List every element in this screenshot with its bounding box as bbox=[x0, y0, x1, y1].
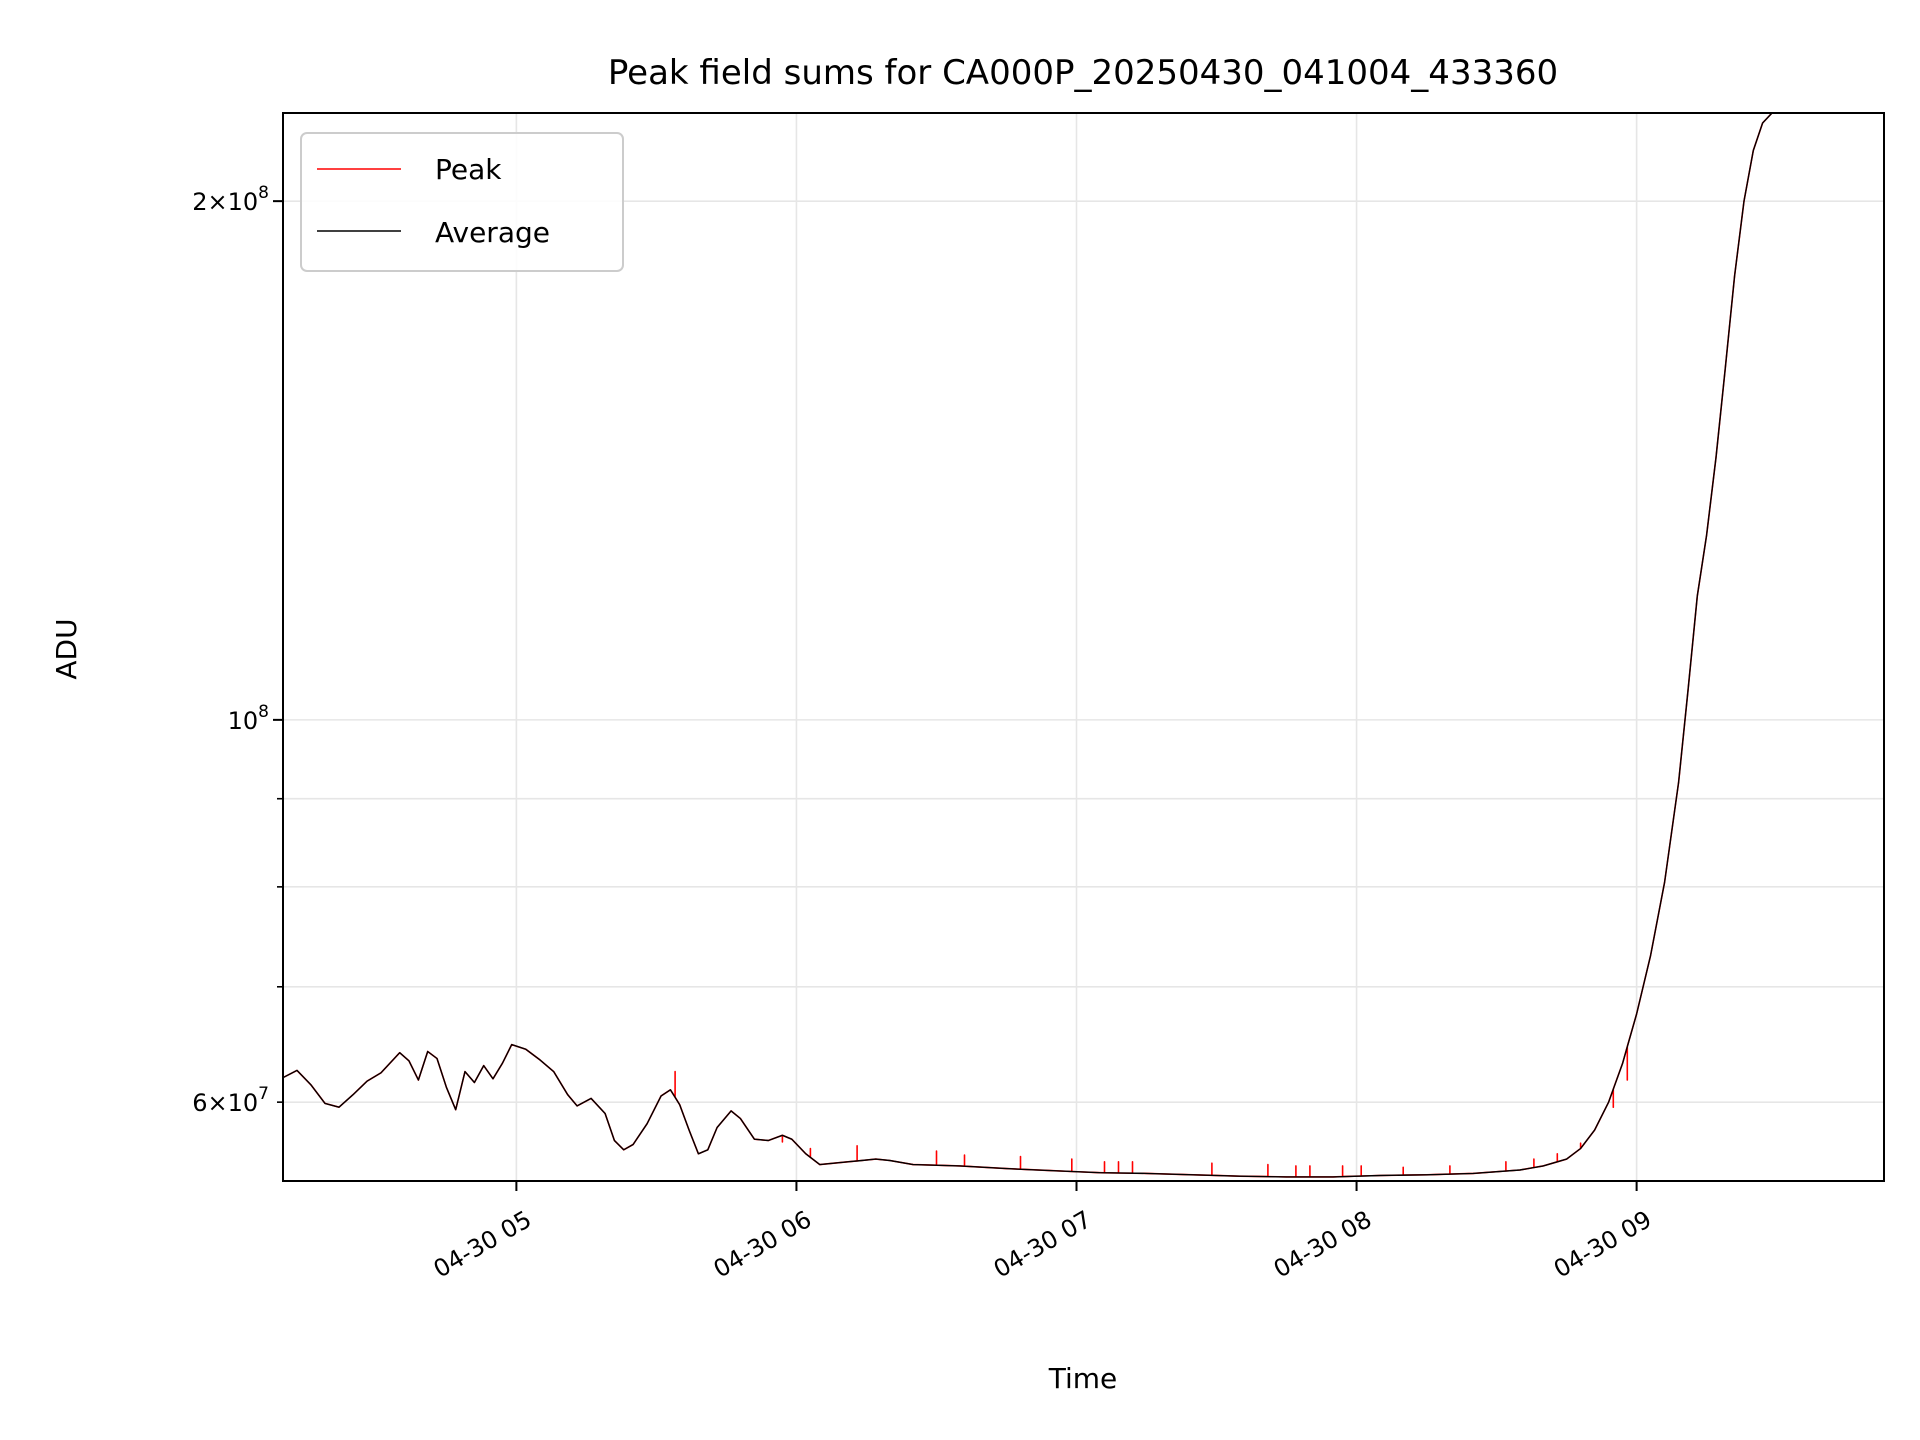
legend-label-average: Average bbox=[435, 216, 550, 249]
grid bbox=[283, 113, 1884, 1181]
y-axis: 6×107 108 2×108 bbox=[192, 183, 283, 1117]
legend-box bbox=[300, 132, 624, 272]
legend: Peak Average bbox=[300, 132, 624, 272]
series-line-average bbox=[283, 113, 1773, 1178]
y-tick-label: 2×108 bbox=[192, 183, 269, 216]
y-tick-label: 108 bbox=[228, 702, 269, 735]
legend-label-peak: Peak bbox=[435, 153, 502, 186]
y-tick-label-6e7: 6×107 bbox=[192, 1084, 269, 1117]
series-layer bbox=[283, 113, 1773, 1178]
x-axis-title: Time bbox=[1048, 1362, 1118, 1395]
y-axis-title: ADU bbox=[50, 618, 83, 679]
chart-title: Peak field sums for CA000P_20250430_0410… bbox=[608, 53, 1558, 93]
plot-frame bbox=[282, 112, 1885, 1182]
